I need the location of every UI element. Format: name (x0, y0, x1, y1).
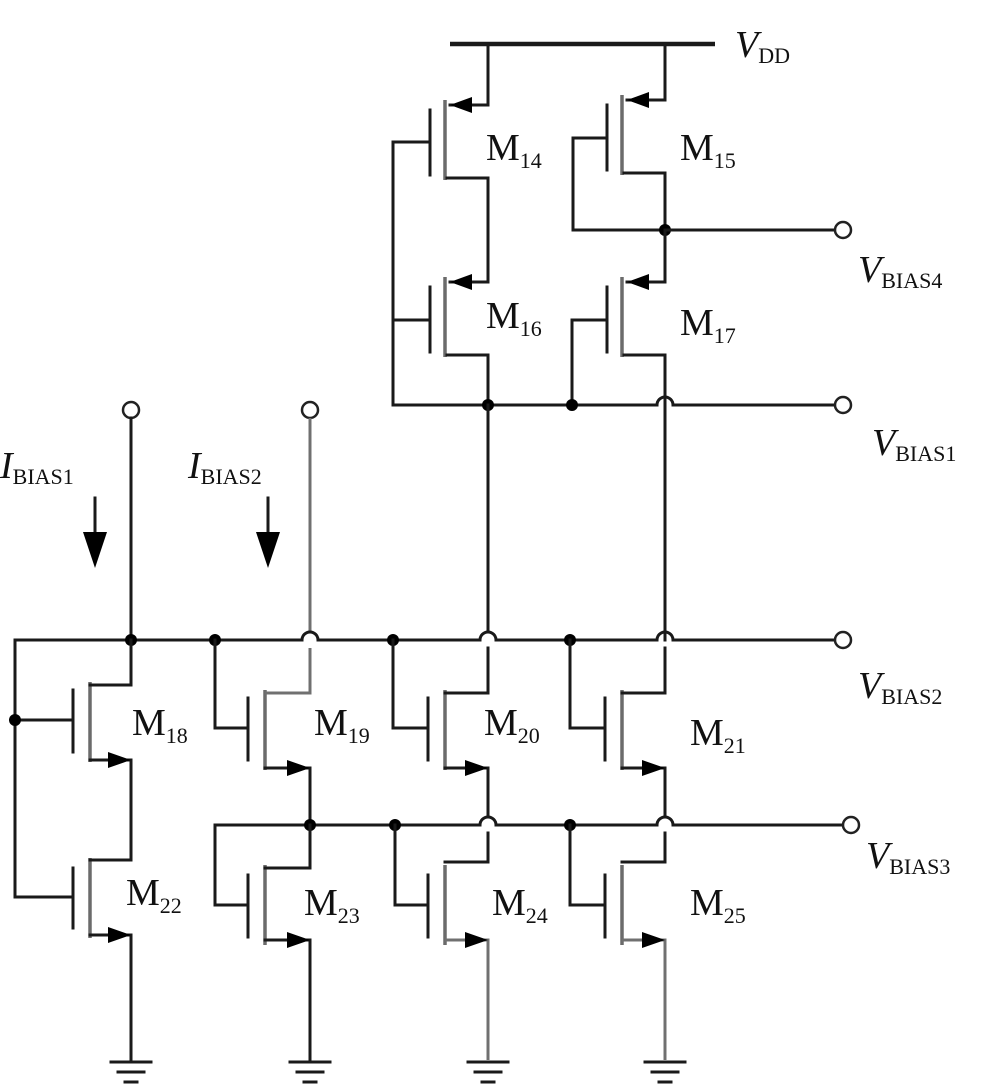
ground-symbol (466, 1060, 510, 1084)
ibias2-arrow (256, 496, 280, 568)
svg-text:M24: M24 (492, 882, 548, 928)
m21-gate-wire (568, 638, 607, 730)
svg-text:M16: M16 (486, 295, 542, 341)
vbias4-terminal[interactable] (833, 220, 853, 240)
junction-dot (9, 714, 21, 726)
transistor-m24: M24 (426, 860, 548, 1060)
transistor-m21: M21 (603, 646, 746, 819)
vbias4-label: VBIAS4 (858, 249, 942, 293)
transistor-m14: M14 (428, 42, 542, 272)
transistor-m25: M25 (603, 860, 746, 1060)
svg-text:M17: M17 (680, 302, 736, 348)
left-gate-loop (13, 638, 75, 899)
svg-text:M15: M15 (680, 127, 736, 173)
m20-gate-wire (391, 638, 430, 730)
vbias2-wire (13, 630, 838, 642)
transistor-m17: M17 (605, 228, 736, 397)
transistor-m19: M19 (246, 648, 370, 827)
ibias2-terminal[interactable] (300, 400, 320, 420)
m24-gate-wire (393, 823, 430, 907)
vdd-label: VDD (735, 24, 790, 68)
m25-gate-wire (568, 823, 607, 907)
vbias1-label: VBIAS1 (872, 422, 956, 466)
svg-text:M25: M25 (690, 882, 746, 928)
transistor-m18: M18 (71, 638, 188, 862)
transistor-m22: M22 (71, 858, 182, 1062)
transistor-m15: M15 (605, 42, 736, 232)
ground-symbol (109, 1060, 153, 1084)
ground-symbol (288, 1060, 332, 1084)
ground-symbol (643, 1060, 687, 1084)
vbias3-terminal[interactable] (841, 815, 861, 835)
junction-dot (566, 399, 578, 411)
ibias1-arrow (83, 496, 107, 568)
m19-gate-wire (213, 638, 250, 730)
svg-text:M20: M20 (484, 702, 540, 748)
svg-text:M14: M14 (486, 127, 542, 173)
m15-gate-wire (571, 136, 667, 232)
ibias1-label: IBIAS1 (0, 445, 74, 489)
ibias2-label: IBIAS2 (187, 445, 262, 489)
transistor-m16: M16 (428, 268, 542, 407)
ibias1-terminal[interactable] (121, 400, 141, 420)
vbias3-label: VBIAS3 (866, 835, 950, 879)
transistor-m23: M23 (246, 823, 360, 1062)
svg-text:M19: M19 (314, 702, 370, 748)
vbias1-wire (486, 395, 838, 407)
vbias3-wire (213, 815, 845, 827)
vbias1-terminal[interactable] (833, 395, 853, 415)
vbias2-label: VBIAS2 (858, 665, 942, 709)
svg-text:M22: M22 (126, 872, 182, 918)
svg-text:M23: M23 (304, 882, 360, 928)
m23-gate-wire (213, 823, 250, 907)
svg-text:M18: M18 (132, 702, 188, 748)
vbias2-terminal[interactable] (833, 630, 853, 650)
transistor-m20: M20 (426, 646, 540, 819)
m14-m16-gate-wire (391, 140, 490, 407)
svg-text:M21: M21 (690, 712, 746, 758)
m17-gate-wire (570, 318, 609, 407)
